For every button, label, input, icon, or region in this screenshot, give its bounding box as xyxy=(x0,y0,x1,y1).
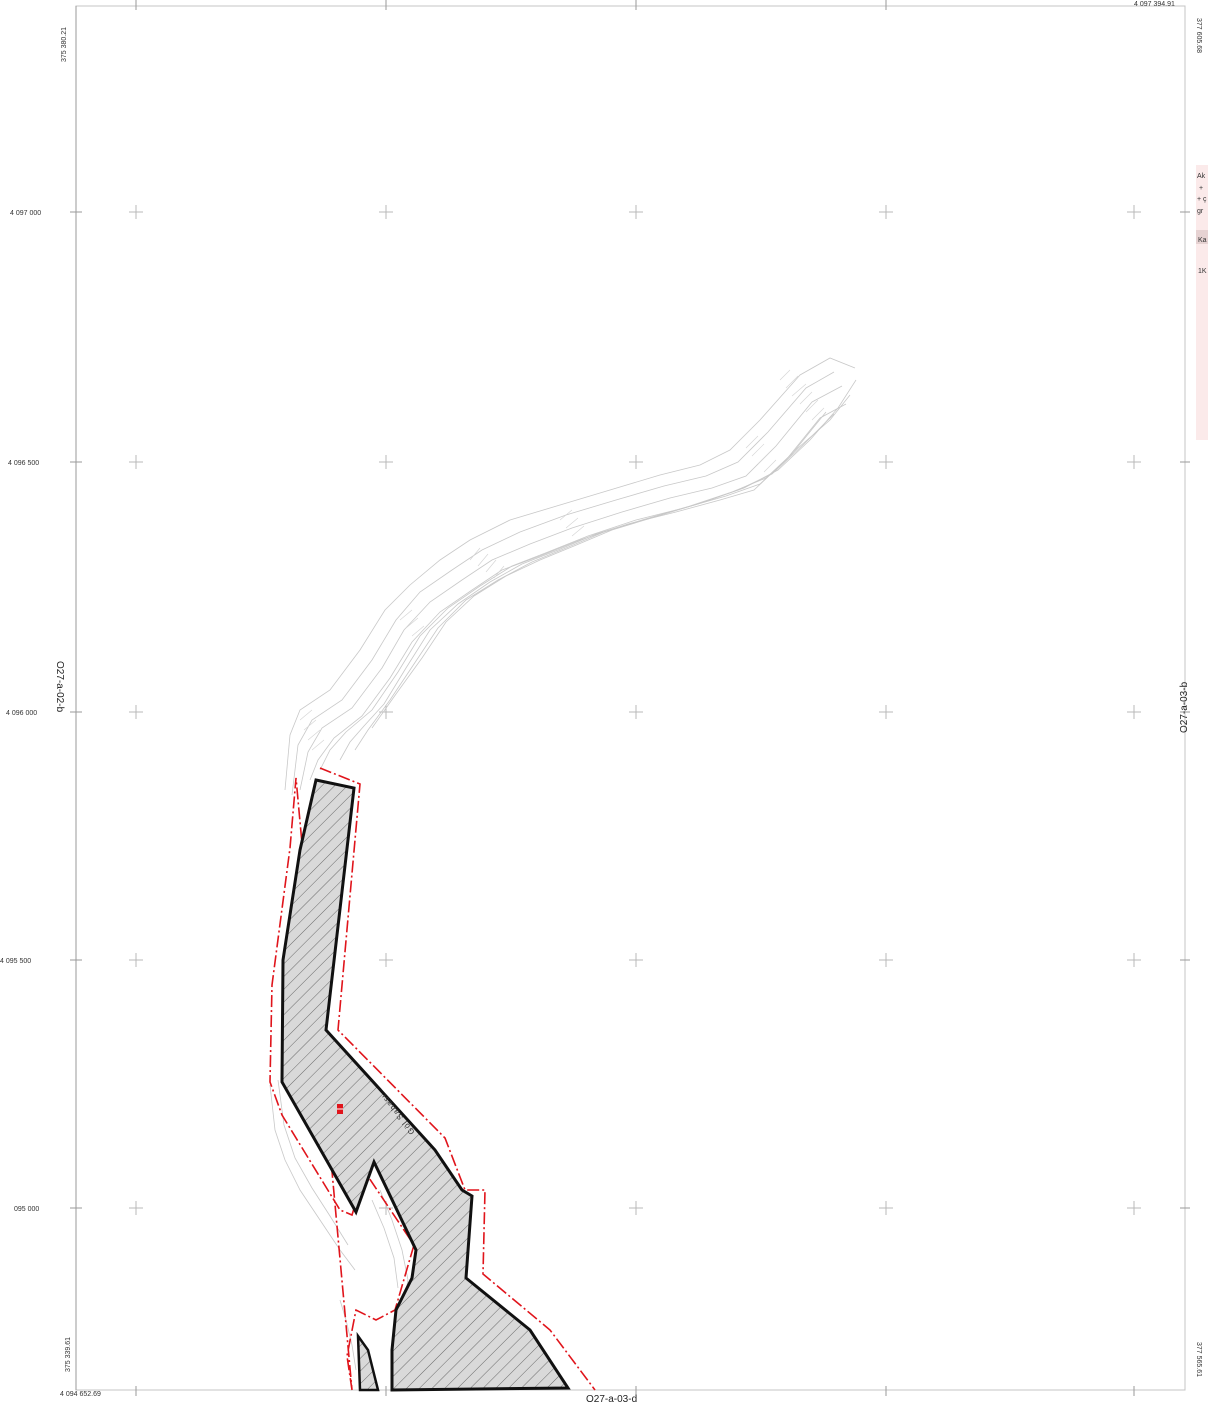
legend-text: 1K xyxy=(1198,268,1207,275)
legend-text: + ç xyxy=(1197,196,1207,203)
parcel-polygon xyxy=(280,778,571,1392)
coord-top-right-northing: 4 097 394.91 xyxy=(1134,1,1175,8)
northing-label: 4 097 000 xyxy=(10,210,41,217)
northing-label: 4 096 000 xyxy=(6,710,37,717)
parcel-sliver xyxy=(356,1331,380,1392)
northing-label: 4 095 500 xyxy=(0,958,31,965)
coord-top-right-easting: 377 605.68 xyxy=(1195,18,1202,53)
northing-label: 4 096 500 xyxy=(8,460,39,467)
adjacent-sheet-west: O27-a-02-b xyxy=(54,661,65,713)
northing-label: 095 000 xyxy=(14,1206,39,1213)
coord-bottom-right-easting: 377 565.61 xyxy=(1195,1342,1202,1377)
adjacent-sheet-south: O27-a-03-d xyxy=(586,1394,637,1404)
frame-ticks xyxy=(70,0,1190,1396)
coord-bottom-left-northing: 4 094 652.69 xyxy=(60,1391,101,1398)
coord-top-left-easting: 375 380.21 xyxy=(61,27,68,62)
legend-panel xyxy=(1196,165,1208,440)
sheet-frame xyxy=(75,5,1186,1391)
contour-hatching xyxy=(299,369,825,751)
red-marker xyxy=(337,1104,343,1114)
coord-bottom-left-easting: 375 339.61 xyxy=(65,1337,72,1372)
legend-text: + xyxy=(1199,185,1203,192)
adjacent-sheet-east: O27-a-03-b xyxy=(1179,681,1190,733)
legend-text: Ka xyxy=(1198,237,1207,244)
grid-ticks xyxy=(129,205,1141,1215)
topographic-contours xyxy=(269,357,857,1371)
legend-text: gr xyxy=(1197,208,1204,215)
legend-text: Ak xyxy=(1197,173,1206,180)
